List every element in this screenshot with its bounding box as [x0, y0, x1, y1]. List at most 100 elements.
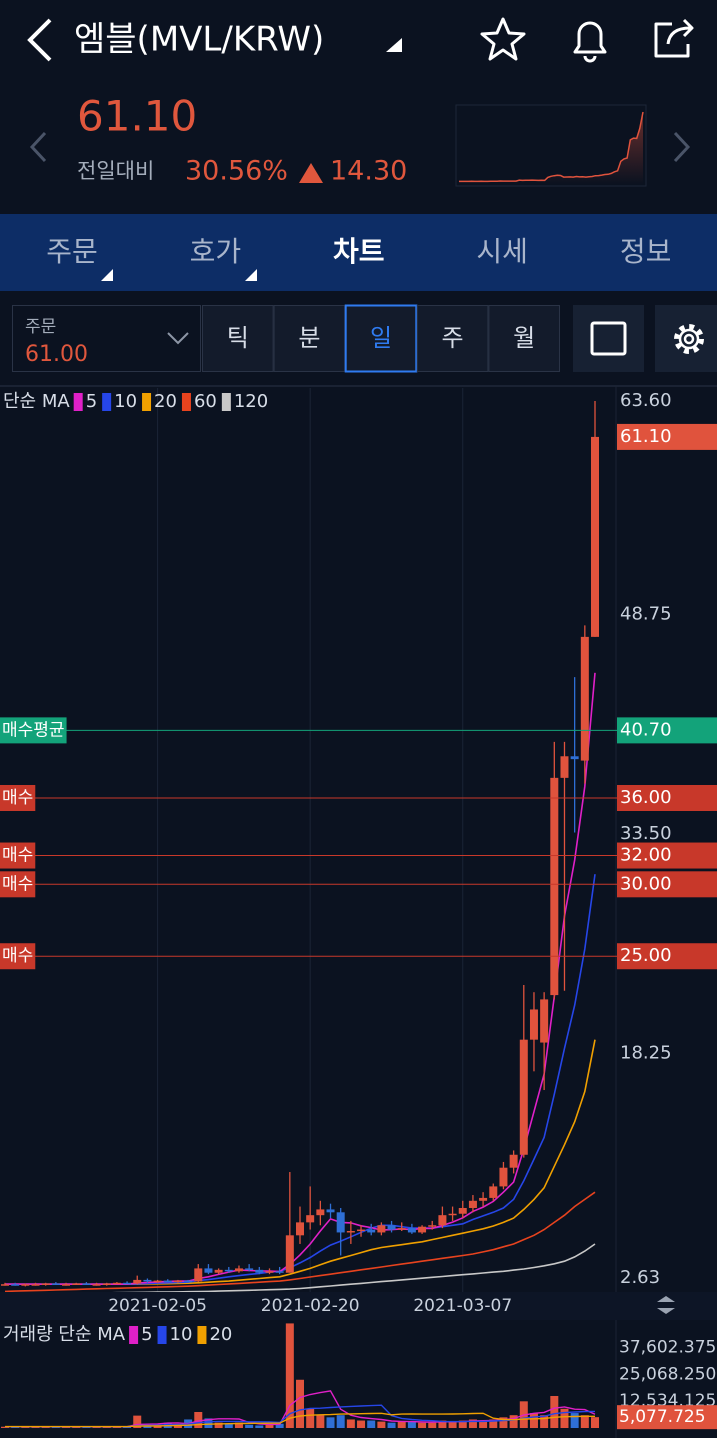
candle-body — [519, 1039, 528, 1155]
tab[interactable]: 주문 — [46, 235, 98, 268]
sparkline-line — [459, 111, 644, 183]
candle-body — [285, 1235, 294, 1273]
volume-last-box — [617, 1405, 717, 1430]
legend-item: 20 — [154, 391, 177, 412]
candle-body — [448, 1213, 457, 1216]
tab-dropdown — [101, 269, 113, 281]
volume-bar — [245, 1424, 254, 1428]
period-label: 일 — [370, 324, 392, 352]
volume-bar — [153, 1425, 162, 1428]
settings-gear — [683, 333, 695, 345]
last-price-box — [617, 423, 717, 450]
period-button[interactable] — [488, 305, 560, 372]
ma-line — [111, 1243, 596, 1292]
legend-item: 20 — [209, 1324, 232, 1345]
y-tick-label: 48.75 — [620, 604, 672, 625]
volume-tick-label: 25,068.250 — [619, 1364, 716, 1384]
volume-bar — [418, 1422, 427, 1428]
volume-bar — [306, 1408, 315, 1428]
period-button[interactable] — [273, 305, 346, 372]
resize-handle[interactable] — [657, 1296, 675, 1302]
order-label: 주문 — [25, 317, 56, 337]
candle-body — [499, 1167, 508, 1187]
volume-bar — [499, 1417, 508, 1428]
candle-body — [489, 1186, 498, 1198]
volume-bar — [591, 1417, 599, 1428]
volume-bar — [479, 1421, 488, 1428]
tab[interactable]: 시세 — [476, 235, 528, 268]
alarm-icon[interactable] — [573, 21, 607, 63]
legend-item: 60 — [194, 391, 217, 412]
candle-body — [255, 1269, 264, 1273]
candle-body — [458, 1207, 467, 1214]
candle-body — [102, 1283, 111, 1286]
volume-bar — [509, 1415, 518, 1428]
back-button[interactable] — [27, 18, 52, 62]
candle-body — [326, 1209, 335, 1213]
order-price-box — [617, 842, 717, 869]
legend-swatch — [73, 393, 83, 411]
resize-handle[interactable] — [657, 1308, 675, 1314]
candle-body — [153, 1280, 162, 1283]
period-button[interactable] — [344, 304, 418, 373]
y-tick-label: 33.50 — [620, 823, 672, 844]
candle-body — [265, 1271, 274, 1273]
title: 엠블(MVL/KRW) — [74, 20, 324, 60]
drawing-icon — [590, 321, 627, 356]
volume-bar — [468, 1419, 477, 1428]
share-icon[interactable] — [654, 18, 694, 58]
order-dropdown[interactable] — [167, 332, 189, 345]
volume-bar — [11, 1426, 20, 1428]
sparkline — [459, 111, 644, 184]
order-box[interactable] — [12, 305, 201, 372]
candle-body — [570, 756, 579, 760]
tab-dropdown — [245, 269, 257, 281]
volume-bar — [72, 1426, 81, 1428]
sparkline-area — [459, 112, 643, 184]
candle-body — [418, 1226, 427, 1233]
tab[interactable]: 차트 — [333, 235, 385, 268]
period-button[interactable] — [202, 305, 274, 372]
volume-bar — [387, 1422, 396, 1428]
order-price-label: 30.00 — [620, 873, 672, 894]
volume-bar — [407, 1421, 416, 1428]
next-button[interactable] — [673, 131, 691, 163]
last-price-label: 61.10 — [620, 426, 672, 447]
change-amount: 14.30 — [330, 156, 407, 187]
volume-bar — [194, 1411, 203, 1428]
tab[interactable]: 정보 — [620, 235, 672, 268]
title-dropdown[interactable] — [386, 38, 402, 52]
candle-body — [163, 1280, 172, 1283]
tab[interactable]: 호가 — [190, 235, 242, 268]
period-button[interactable] — [416, 305, 489, 372]
change-label: 전일대비 — [77, 159, 154, 183]
volume-bar — [448, 1421, 457, 1428]
period-label: 월 — [513, 324, 535, 352]
candle-body — [591, 436, 599, 637]
prev-button[interactable] — [29, 131, 47, 163]
legend-item: 120 — [234, 391, 268, 412]
drawing-button[interactable] — [573, 305, 644, 372]
legend-swatch — [157, 1326, 167, 1344]
candle-body — [1, 1284, 9, 1286]
candle-body — [123, 1282, 132, 1285]
period-label: 틱 — [227, 324, 249, 352]
order-tag-label: 매수평균 — [2, 720, 65, 740]
legend-item: 5 — [141, 1324, 152, 1345]
candle-body — [468, 1200, 477, 1208]
candle-body — [224, 1269, 233, 1272]
candle-body — [387, 1225, 396, 1230]
grid — [157, 388, 464, 1292]
candle-body — [92, 1284, 101, 1286]
order-tag-label: 매수 — [2, 946, 33, 966]
order-tag-label: 매수 — [2, 788, 33, 808]
candle-body — [194, 1268, 203, 1282]
candle-body — [377, 1225, 386, 1233]
order-tag-label: 매수 — [2, 846, 33, 866]
candle-body — [316, 1209, 325, 1216]
volume-bar — [540, 1415, 549, 1428]
order-tag — [0, 871, 36, 898]
volume-bar — [31, 1427, 40, 1428]
favorite-icon[interactable] — [480, 17, 526, 61]
